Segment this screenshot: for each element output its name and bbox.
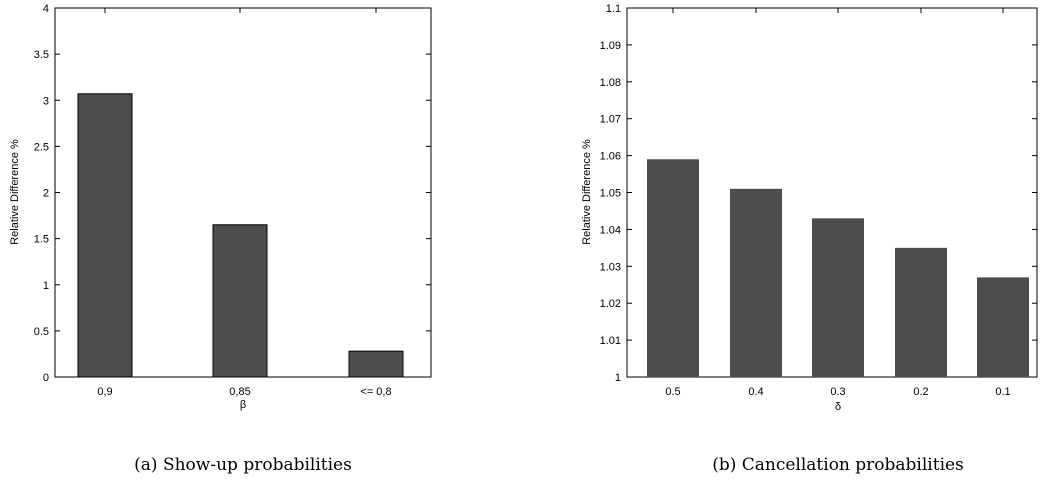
chart-cancellation: 1 1.01 1.02 1.03 1.04 1.05 1.06 1.07 1.08 1.09 1.1… [581, 3, 1038, 475]
bar [348, 350, 404, 378]
y-tick-label: 1.1 [606, 3, 621, 15]
x-tick-label: 0.1 [995, 386, 1010, 398]
x-axis-label: δ [835, 401, 841, 413]
bar [77, 93, 133, 378]
y-tick-label: 2.5 [34, 141, 49, 153]
y-tick-label: 1.01 [600, 335, 621, 347]
y-tick-label: 0.5 [34, 326, 49, 338]
bar [647, 159, 699, 377]
y-axis-ticks: 1 1.01 1.02 1.03 1.04 1.05 1.06 1.07 1.08 1.09 1.1 [600, 3, 1037, 384]
y-tick-label: 1.5 [34, 234, 49, 246]
y-tick-label: 1.09 [600, 40, 621, 52]
x-tick-label: 0.5 [665, 386, 680, 398]
y-tick-label: 1.02 [600, 298, 621, 310]
y-tick-label: 1.05 [600, 188, 621, 200]
bar [977, 277, 1029, 377]
y-tick-label: 1.07 [600, 114, 621, 126]
x-tick-label: 0.3 [830, 386, 845, 398]
chart-caption: (a) Show-up probabilities [134, 455, 352, 475]
x-axis-ticks: 0,9 0,85 <= 0,8 [97, 8, 392, 398]
y-axis-ticks: 0 0.5 1 1.5 2 2.5 3 3.5 4 [34, 3, 431, 384]
y-tick-label: 3.5 [34, 49, 49, 61]
y-axis-label: Relative Difference % [9, 139, 21, 245]
x-tick-label: 0,85 [229, 386, 250, 398]
y-axis-label: Relative Difference % [581, 139, 593, 245]
bar [895, 247, 947, 377]
x-tick-label: <= 0,8 [360, 386, 391, 398]
y-tick-label: 1.04 [600, 224, 621, 236]
chart-show-up: 0 0.5 1 1.5 2 2.5 3 3.5 4 0,9 0,85 <= 0,8 β Relati… [9, 3, 432, 475]
y-tick-label: 1.03 [600, 261, 621, 273]
x-tick-label: 0.4 [748, 386, 763, 398]
chart-caption: (b) Cancellation probabilities [712, 455, 964, 475]
x-tick-label: 0,9 [97, 386, 112, 398]
y-tick-label: 2 [43, 188, 49, 200]
bar-series [77, 93, 404, 378]
y-tick-label: 3 [43, 95, 49, 107]
y-tick-label: 1 [615, 372, 621, 384]
y-tick-label: 1.08 [600, 77, 621, 89]
x-tick-label: 0.2 [913, 386, 928, 398]
y-tick-label: 1.06 [600, 151, 621, 163]
bar [812, 218, 864, 377]
bar [212, 224, 268, 378]
y-tick-label: 1 [43, 280, 49, 292]
x-axis-label: β [240, 399, 246, 411]
y-tick-label: 0 [43, 372, 49, 384]
bar-series [647, 159, 1029, 377]
y-tick-label: 4 [43, 3, 49, 15]
bar [730, 188, 782, 377]
